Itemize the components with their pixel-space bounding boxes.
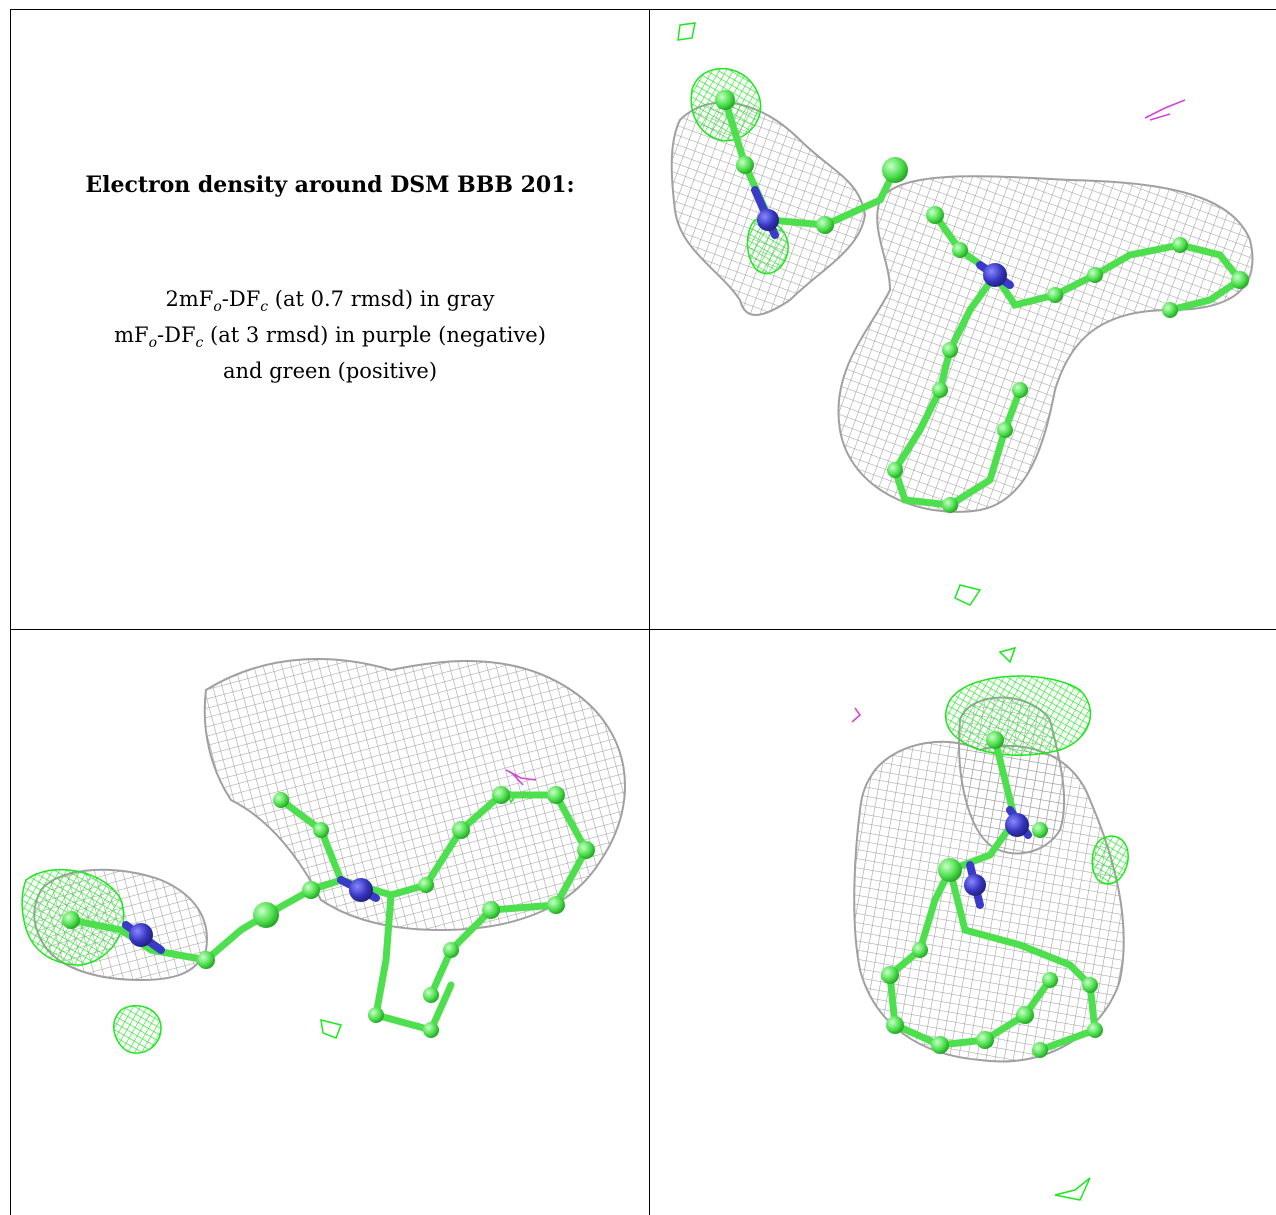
line1-prefix: 2mF <box>165 287 214 311</box>
line1-mid: -DF <box>221 287 261 311</box>
line2-prefix: mF <box>114 323 149 348</box>
grid-horizontal-divider <box>10 629 1276 630</box>
atoms-blue <box>129 878 373 947</box>
density-positive-green-small <box>677 22 696 41</box>
line1-sub2: c <box>260 299 269 316</box>
density-positive-green-2 <box>1091 835 1129 885</box>
density-negative-purple <box>851 707 862 723</box>
line1-suffix: (at 0.7 rmsd) in gray <box>268 287 495 311</box>
grid-vertical-divider <box>649 9 650 1215</box>
line2-sub1: o <box>148 335 158 352</box>
caption-legend: 2mFo-DFc (at 0.7 rmsd) in gray mFo-DFc (… <box>11 285 649 385</box>
density-positive-green-small-2 <box>954 584 982 606</box>
density-mesh-gray <box>203 658 626 932</box>
density-positive-green-small-2 <box>1054 1177 1091 1201</box>
atoms-blue <box>757 209 1007 287</box>
view-top-right <box>650 10 1276 629</box>
molecule-view-3-svg <box>851 646 1129 1201</box>
atoms-green <box>62 786 595 1038</box>
density-positive-green <box>944 675 1091 756</box>
view-bottom-left <box>11 630 649 1215</box>
line2-sub2: c <box>195 335 204 352</box>
view-bottom-right <box>650 630 1276 1215</box>
density-positive-green-small <box>998 646 1017 664</box>
density-negative-purple <box>505 769 537 786</box>
figure-grid <box>10 9 1276 1215</box>
density-negative-purple <box>1144 99 1186 121</box>
atoms-blue <box>964 813 1029 896</box>
caption-line-3: and green (positive) <box>222 359 438 384</box>
caption-line-1: 2mFo-DFc (at 0.7 rmsd) in gray <box>11 285 649 321</box>
density-positive-green-2 <box>113 1005 162 1054</box>
density-mesh-gray <box>837 175 1254 513</box>
caption-line-2: mFo-DFc (at 3 rmsd) in purple (negative) <box>11 321 649 357</box>
line2-suffix: (at 3 rmsd) in purple (negative) <box>203 323 546 348</box>
molecule-view-1-svg <box>670 22 1254 606</box>
line1-sub1: o <box>213 299 222 316</box>
density-positive-green-small <box>320 1018 343 1039</box>
caption-cell: Electron density around DSM BBB 201: 2mF… <box>11 10 649 629</box>
atoms-green <box>715 90 1249 513</box>
caption-title: Electron density around DSM BBB 201: <box>85 172 575 198</box>
molecule-view-2-svg <box>21 658 626 1054</box>
atoms-green <box>881 731 1103 1058</box>
line2-mid: -DF <box>157 323 196 348</box>
